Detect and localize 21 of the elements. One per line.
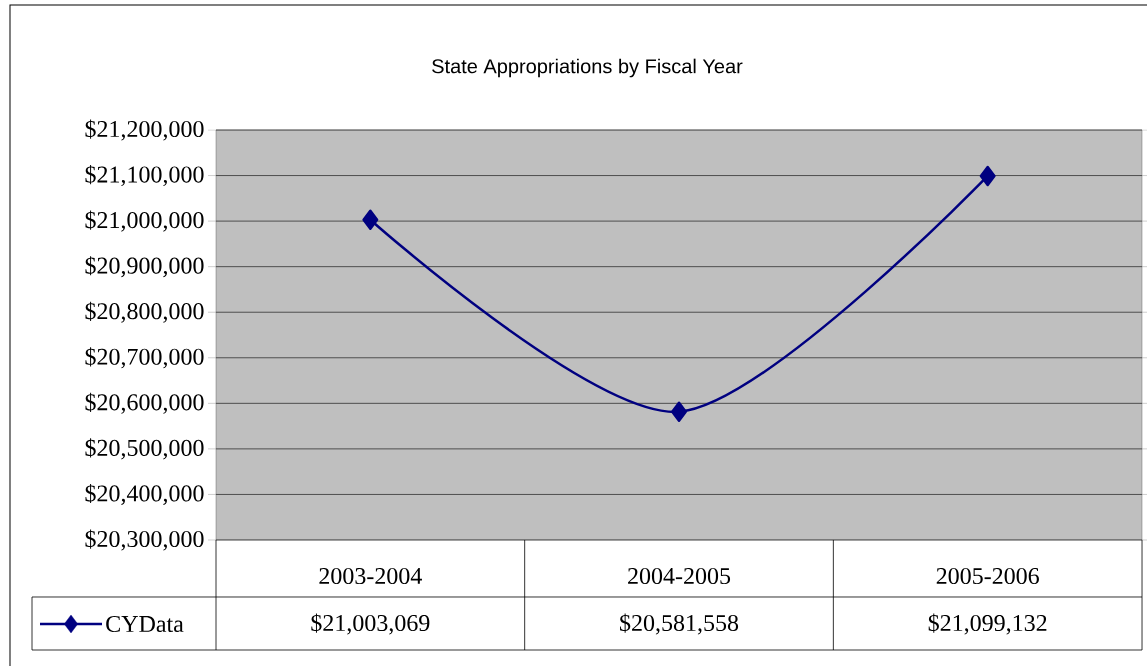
chart-title: State Appropriations by Fiscal Year <box>432 58 743 78</box>
x-tick-label: 2003-2004 <box>319 567 422 585</box>
y-tick-label: $21,000,000 <box>85 210 204 232</box>
y-tick-label: $20,500,000 <box>85 438 204 460</box>
x-tick-label: 2005-2006 <box>936 567 1039 585</box>
legend-label: CYData <box>106 615 184 633</box>
y-tick-label: $20,600,000 <box>85 392 204 414</box>
point <box>362 209 379 230</box>
y-tick-label: $20,700,000 <box>85 347 204 369</box>
point <box>671 401 688 422</box>
y-tick-label: $21,200,000 <box>85 119 204 141</box>
y-tick-label: $20,300,000 <box>85 529 204 551</box>
y-tick-label: $21,100,000 <box>85 165 204 187</box>
data-label: $21,099,132 <box>928 613 1047 635</box>
data-label: $20,581,558 <box>620 613 739 635</box>
x-tick-label: 2004-2005 <box>628 567 731 585</box>
data-label: $21,003,069 <box>311 613 430 635</box>
y-tick-label: $20,800,000 <box>85 301 204 323</box>
point <box>979 165 996 187</box>
y-tick-label: $20,400,000 <box>85 483 204 505</box>
y-tick-label: $20,900,000 <box>85 256 204 278</box>
